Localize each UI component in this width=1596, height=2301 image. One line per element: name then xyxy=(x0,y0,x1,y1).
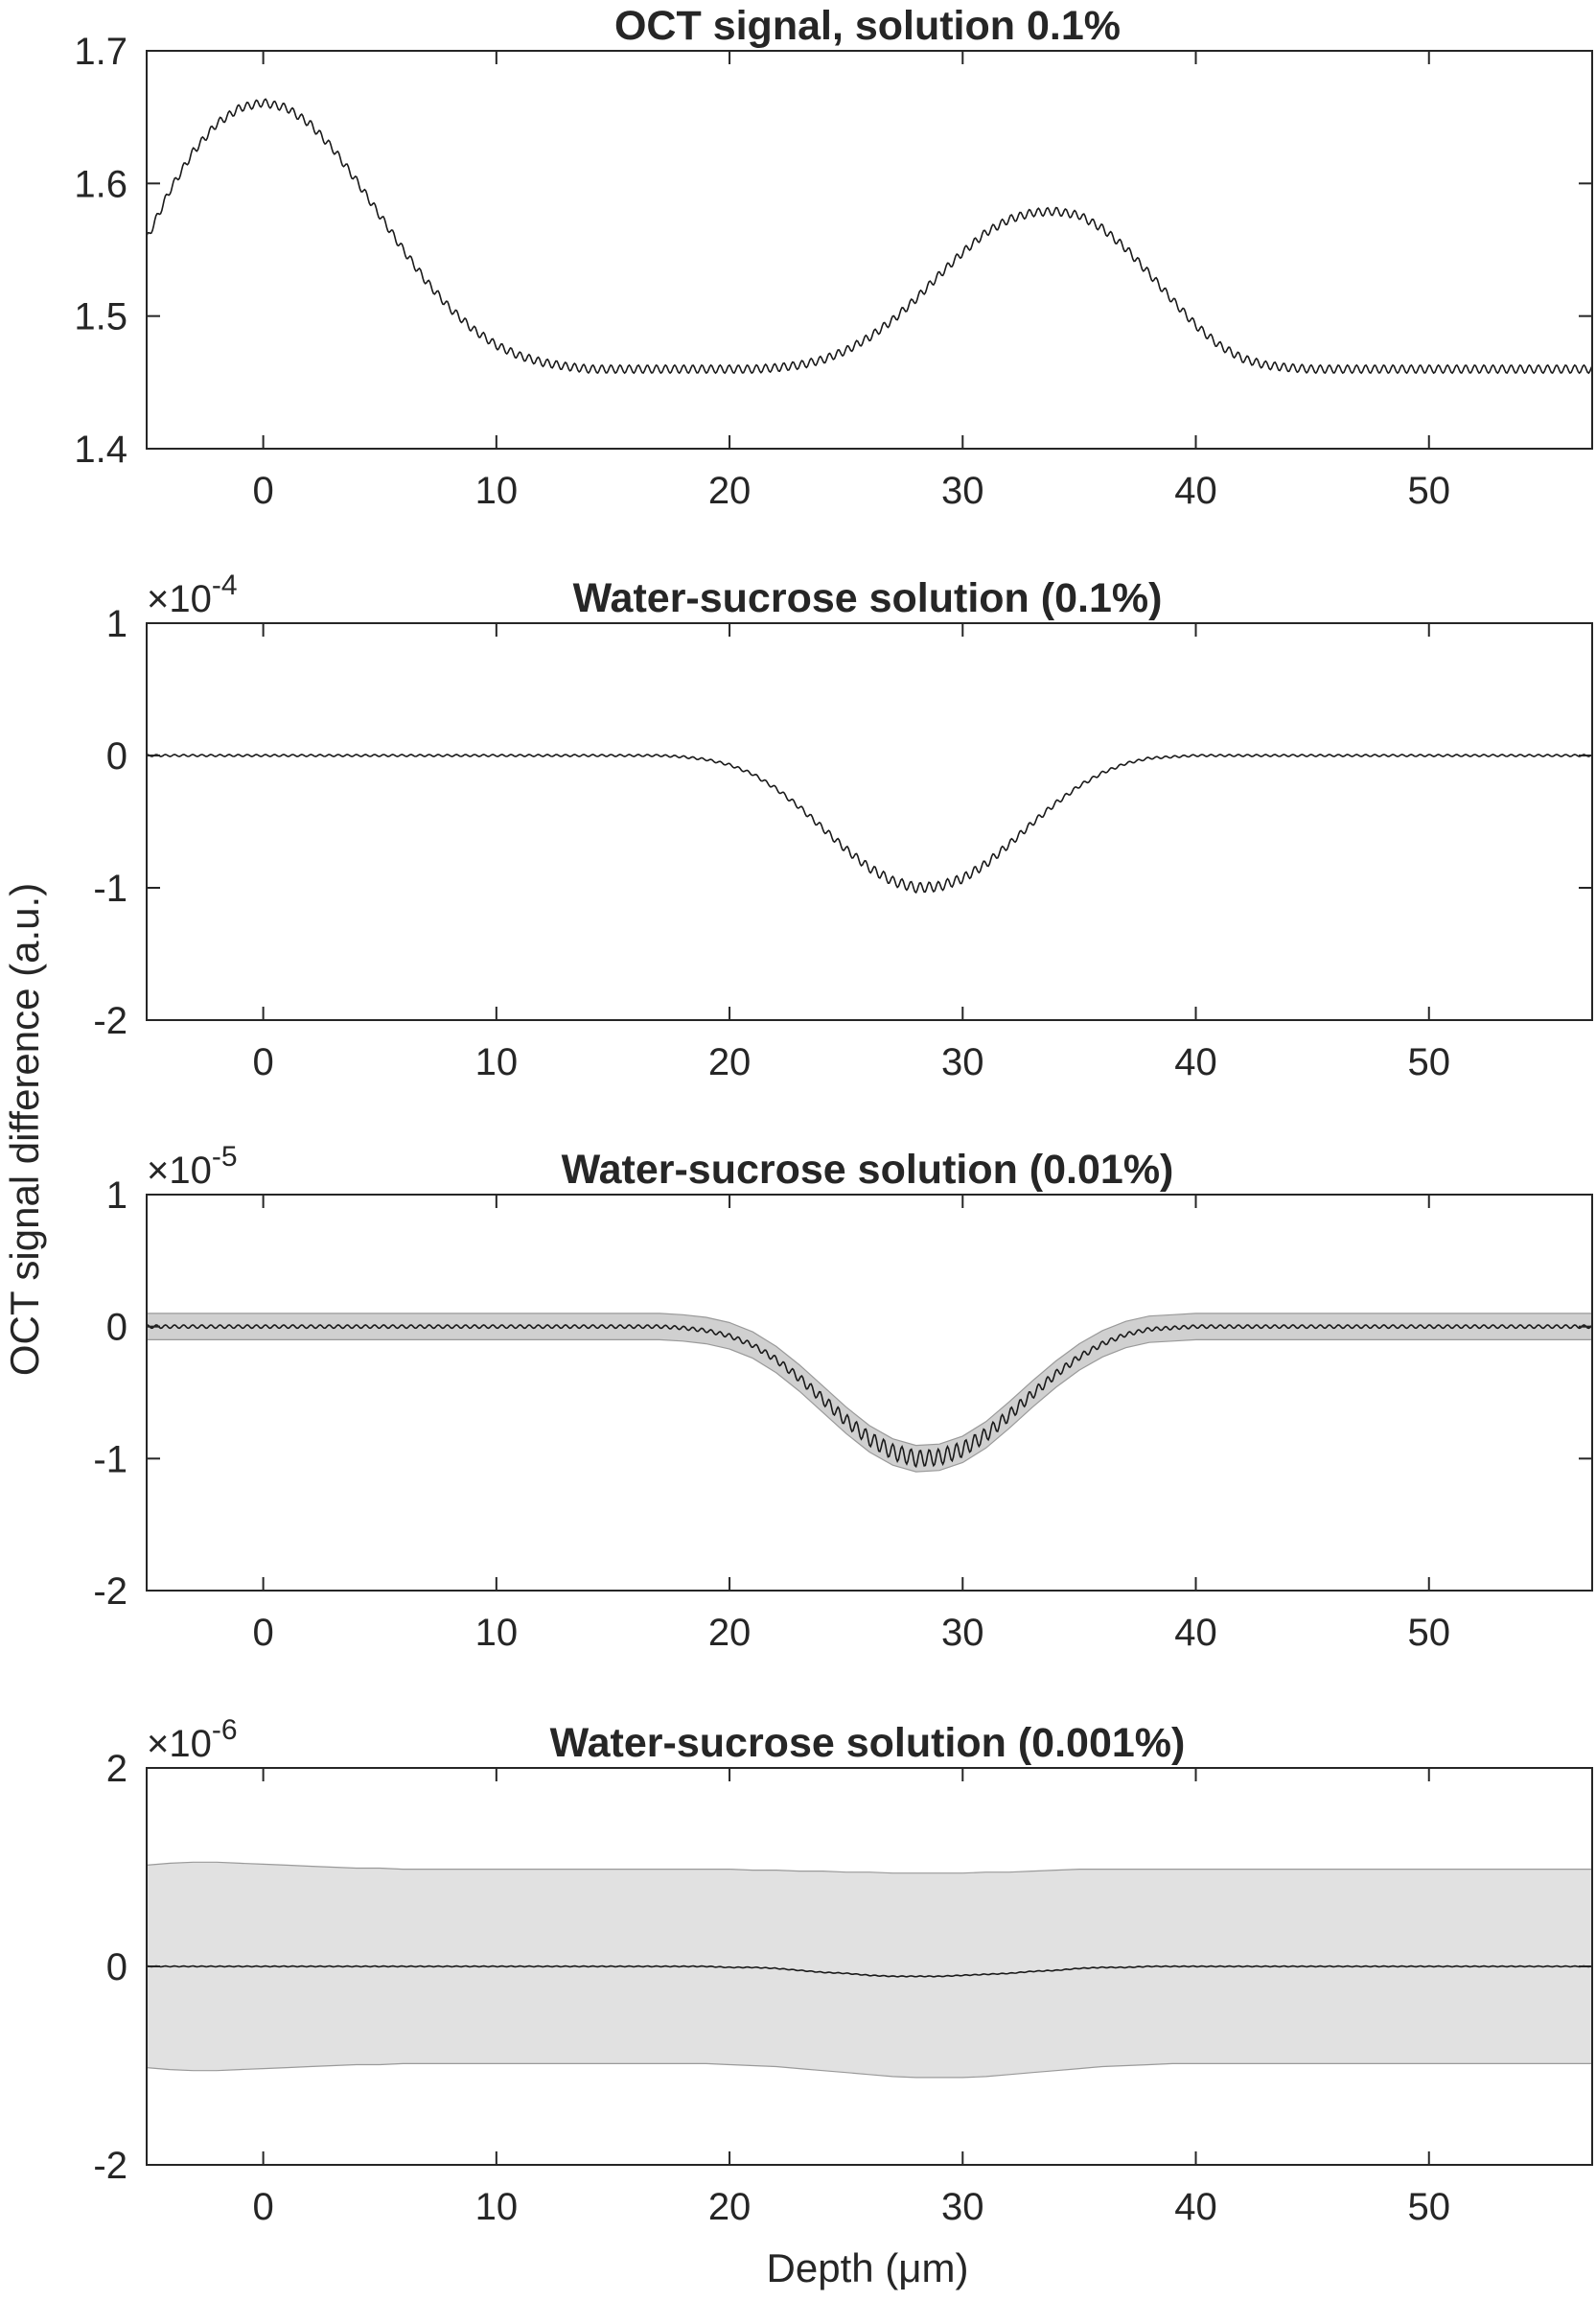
subplot-title: OCT signal, solution 0.1% xyxy=(614,3,1121,49)
axis-multiplier-exponent: -5 xyxy=(212,1141,238,1173)
band-lower-edge xyxy=(146,2062,1592,2079)
x-tick-label: 50 xyxy=(1407,1612,1450,1654)
x-tick-label: 50 xyxy=(1407,470,1450,512)
axes-frame xyxy=(146,50,1593,450)
y-tick-label: 0 xyxy=(106,735,127,778)
axis-multiplier-exponent: -6 xyxy=(212,1714,238,1746)
x-axis-label: Depth (μm) xyxy=(767,2245,969,2290)
axes-frame xyxy=(146,1194,1593,1592)
y-tick-label: 0 xyxy=(106,1946,127,1988)
subplot-title: Water-sucrose solution (0.01%) xyxy=(562,1147,1174,1193)
y-tick-label: 2 xyxy=(106,1748,127,1790)
y-tick-label: -2 xyxy=(93,1570,127,1613)
band-upper-edge xyxy=(147,1313,1592,1447)
x-tick-label: 50 xyxy=(1407,2186,1450,2228)
x-tick-label: 40 xyxy=(1174,1041,1217,1083)
subplot-title: Water-sucrose solution (0.001%) xyxy=(550,1720,1186,1766)
x-tick-label: 10 xyxy=(475,2186,519,2228)
signal-line xyxy=(146,754,1593,895)
y-tick-label: 1.5 xyxy=(74,296,127,338)
x-tick-label: 20 xyxy=(708,1612,752,1654)
band-lower-edge xyxy=(147,1338,1592,1473)
axis-multiplier: ×10-4 xyxy=(147,569,238,620)
y-tick-label: -2 xyxy=(93,1000,127,1042)
y-tick-label: 1.7 xyxy=(74,31,127,73)
subplot-4: 0 10 20 30 40 50 -2 0 2 Water-sucrose solution (0… xyxy=(93,1714,1593,2228)
axes-frame xyxy=(146,622,1593,1021)
x-tick-label: 20 xyxy=(708,2186,752,2228)
confidence-band xyxy=(147,1862,1592,2078)
subplot-title: Water-sucrose solution (0.1%) xyxy=(573,575,1163,621)
band-upper-edge xyxy=(146,1861,1592,1874)
subplot-2: 0 10 20 30 40 50 -2 -1 0 1 Water-sucrose solution … xyxy=(93,569,1593,1083)
y-tick-label: 1.6 xyxy=(74,163,127,205)
y-tick-label: -2 xyxy=(93,2145,127,2187)
x-tick-label: 10 xyxy=(475,1041,519,1083)
axis-multiplier-exponent: -4 xyxy=(212,569,238,601)
y-tick-label: 1.4 xyxy=(74,429,127,471)
axis-multiplier: ×10-5 xyxy=(147,1141,238,1192)
x-tick-label: 0 xyxy=(252,1041,273,1083)
y-tick-label: 1 xyxy=(106,1174,127,1217)
x-tick-label: 30 xyxy=(941,470,984,512)
x-tick-label: 0 xyxy=(252,2186,273,2228)
confidence-band xyxy=(147,1313,1592,1473)
x-tick-label: 10 xyxy=(475,1612,519,1654)
subplot-1: 0 10 20 30 40 50 1.4 1.5 1.6 1.7 OCT signal, solut… xyxy=(74,3,1593,512)
x-tick-label: 0 xyxy=(252,470,273,512)
signal-line xyxy=(146,1964,1593,1978)
subplot-3: 0 10 20 30 40 50 -2 -1 0 1 Water-sucrose solution … xyxy=(93,1141,1593,1654)
x-tick-label: 20 xyxy=(708,470,752,512)
x-tick-label: 20 xyxy=(708,1041,752,1083)
x-tick-label: 40 xyxy=(1174,2186,1217,2228)
x-tick-label: 0 xyxy=(252,1612,273,1654)
signal-line xyxy=(146,1324,1593,1469)
x-tick-label: 30 xyxy=(941,2186,984,2228)
x-tick-label: 40 xyxy=(1174,1612,1217,1654)
y-tick-label: 0 xyxy=(106,1307,127,1349)
y-tick-label: -1 xyxy=(93,868,127,910)
x-tick-label: 30 xyxy=(941,1612,984,1654)
signal-line xyxy=(146,98,1593,375)
y-tick-label: 1 xyxy=(106,603,127,645)
y-tick-label: -1 xyxy=(93,1438,127,1480)
x-tick-label: 10 xyxy=(475,470,519,512)
x-tick-label: 50 xyxy=(1407,1041,1450,1083)
y-axis-label: OCT signal difference (a.u.) xyxy=(2,883,47,1376)
x-tick-label: 30 xyxy=(941,1041,984,1083)
x-tick-label: 40 xyxy=(1174,470,1217,512)
